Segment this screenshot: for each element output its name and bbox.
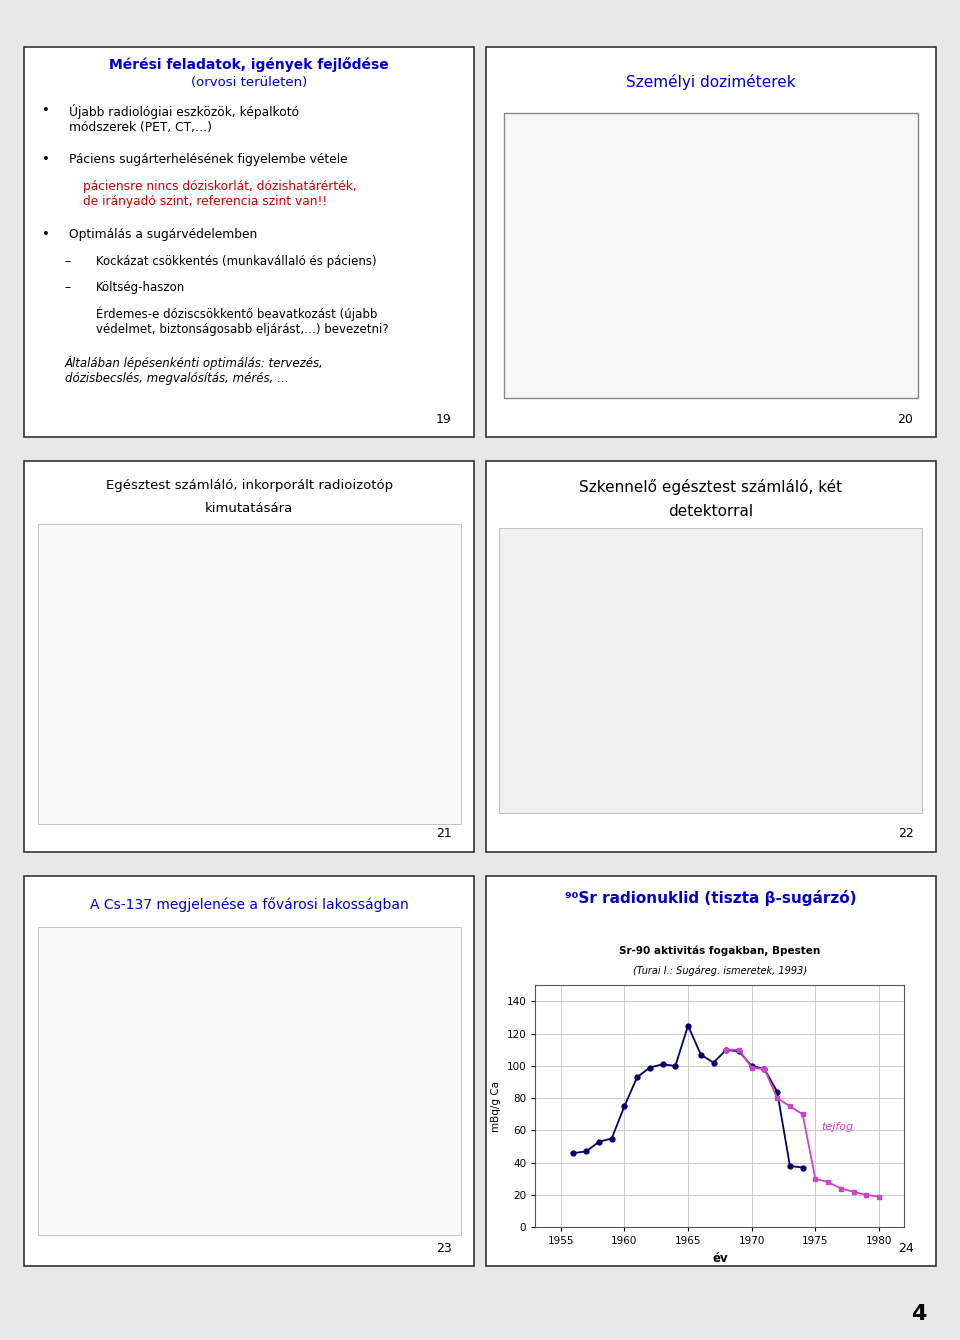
Text: Személyi doziméterek: Személyi doziméterek	[626, 74, 796, 90]
Text: Páciens sugárterhelésének figyelembe vétele: Páciens sugárterhelésének figyelembe vét…	[69, 154, 348, 166]
Text: 22: 22	[898, 827, 914, 840]
Bar	[504, 114, 918, 398]
Text: Mérési feladatok, igények fejlődése: Mérési feladatok, igények fejlődése	[109, 56, 389, 71]
Text: Egésztest számláló, inkorporált radioizotóp: Egésztest számláló, inkorporált radioizo…	[106, 478, 393, 492]
Text: 23: 23	[436, 1242, 452, 1254]
Text: 4: 4	[911, 1304, 926, 1324]
Text: 19: 19	[436, 413, 452, 426]
Bar	[37, 927, 461, 1235]
Text: Kockázat csökkentés (munkavállaló és páciens): Kockázat csökkentés (munkavállaló és pác…	[96, 255, 376, 268]
Bar	[37, 524, 461, 824]
Text: Szkennelő egésztest számláló, két: Szkennelő egésztest számláló, két	[579, 478, 843, 494]
Text: Érdemes-e dóziscsökkentő beavatkozást (újabb
védelmet, biztonságosabb eljárást,…: Érdemes-e dóziscsökkentő beavatkozást (ú…	[96, 307, 389, 336]
Text: ⁹⁰Sr radionuklid (tiszta β-sugárzó): ⁹⁰Sr radionuklid (tiszta β-sugárzó)	[565, 890, 856, 906]
Text: (Turai I.: Sugáreg. ismeretek, 1993): (Turai I.: Sugáreg. ismeretek, 1993)	[633, 965, 807, 976]
Text: Optimálás a sugárvédelemben: Optimálás a sugárvédelemben	[69, 228, 257, 241]
Text: •: •	[42, 103, 50, 117]
Text: Újabb radiológiai eszközök, képalkotó
módszerek (PET, CT,…): Újabb radiológiai eszközök, képalkotó mó…	[69, 103, 300, 134]
Text: A Cs-137 megjelenése a fővárosi lakosságban: A Cs-137 megjelenése a fővárosi lakosság…	[89, 898, 409, 913]
Text: (orvosi területen): (orvosi területen)	[191, 76, 307, 90]
Text: •: •	[42, 154, 50, 166]
Bar	[499, 528, 923, 813]
Text: –: –	[64, 281, 71, 293]
Text: 21: 21	[436, 827, 452, 840]
Text: –: –	[64, 255, 71, 268]
Text: 24: 24	[898, 1242, 914, 1254]
Text: detektorral: detektorral	[668, 504, 754, 520]
Text: kimutatására: kimutatására	[205, 502, 293, 516]
Text: páciensre nincs dóziskorlát, dózishatárérték,
de irányadó szint, referencia szin: páciensre nincs dóziskorlát, dózishatáré…	[83, 180, 356, 208]
Text: Általában lépésenkénti optimálás: tervezés,
dózisbecslés, megvalósítás, mérés, …: Általában lépésenkénti optimálás: tervez…	[64, 355, 324, 385]
Text: •: •	[42, 228, 50, 241]
Text: tejfog: tejfog	[822, 1122, 853, 1132]
Text: 20: 20	[898, 413, 914, 426]
X-axis label: év: év	[712, 1252, 728, 1265]
Y-axis label: mBq/g Ca: mBq/g Ca	[491, 1081, 501, 1132]
Text: Sr-90 aktivitás fogakban, Bpesten: Sr-90 aktivitás fogakban, Bpesten	[619, 946, 821, 957]
Text: Költség-haszon: Költség-haszon	[96, 281, 185, 293]
